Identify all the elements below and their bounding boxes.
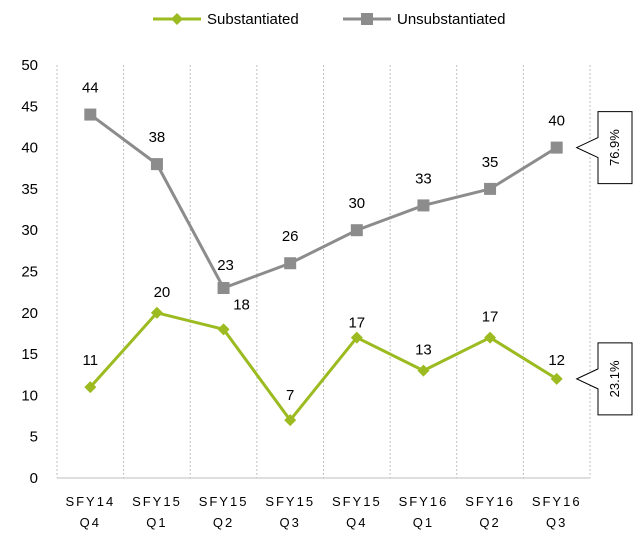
y-tick-label: 50 [21, 57, 38, 74]
substantiated-series-share-label: 23.1% [607, 360, 622, 397]
unsubstantiated-series-data-label: 30 [348, 195, 365, 212]
unsubstantiated-series-point [550, 141, 563, 154]
substantiated-series-data-label: 13 [415, 342, 432, 359]
x-tick-label: SFY15 Q4 [332, 494, 382, 530]
substantiated-series-point [217, 323, 230, 336]
substantiated-series-data-label: 17 [482, 309, 499, 326]
unsubstantiated-series-point [484, 182, 497, 195]
substantiated-series-point [150, 306, 163, 319]
substantiated-series-point [484, 331, 497, 344]
substantiated-series-data-label: 17 [348, 315, 365, 332]
substantiated-series-point [350, 331, 363, 344]
y-tick-label: 10 [21, 387, 38, 404]
legend-label: Unsubstantiated [397, 11, 505, 28]
grid-layer [56, 65, 591, 478]
substantiated-series-data-label: 18 [233, 296, 250, 313]
substantiated-series-data-label: 12 [548, 352, 565, 369]
callout-layer: 23.1% 76.9% [575, 111, 633, 416]
unsubstantiated-series-point [217, 282, 230, 295]
y-tick-label: 20 [21, 305, 38, 322]
unsubstantiated-series-point [150, 158, 163, 171]
unsubstantiated-series-point [84, 108, 97, 121]
y-tick-label: 30 [21, 222, 38, 239]
unsubstantiated-series-data-label: 23 [217, 257, 234, 274]
unsubstantiated-series-point [417, 199, 430, 212]
x-tick-label: SFY15 Q2 [199, 494, 249, 530]
x-tick-label: SFY16 Q3 [532, 494, 582, 530]
substantiated-series-point [284, 414, 297, 427]
y-tick-label: 15 [21, 346, 38, 363]
y-tick-label: 35 [21, 181, 38, 198]
unsubstantiated-series-point [284, 257, 297, 270]
substantiated-series-share-callout [575, 342, 633, 416]
substantiated-series-point [84, 381, 97, 394]
legend-swatch-marker [361, 13, 373, 25]
legend-label: Substantiated [207, 11, 299, 28]
unsubstantiated-series-data-label: 40 [548, 113, 565, 130]
unsubstantiated-series-data-label: 35 [482, 154, 499, 171]
unsubstantiated-series-line [89, 113, 558, 290]
substantiated-series-data-label: 11 [83, 352, 99, 369]
substantiated-series-data-label: 7 [286, 387, 294, 404]
legend-swatch-marker [171, 13, 183, 25]
x-tick-label: SFY14 Q4 [65, 494, 115, 530]
substantiated-series-line [89, 311, 558, 422]
y-tick-label: 5 [30, 429, 38, 446]
unsubstantiated-series-share-label: 76.9% [607, 129, 622, 166]
series-layer [84, 108, 563, 427]
substantiated-series-point [550, 372, 563, 385]
x-tick-label: SFY16 Q1 [399, 494, 449, 530]
label-layer: 11 20 18 7 17 13 17 12 44 38 23 26 30 33 35 40 [82, 80, 565, 405]
x-tick-label: SFY15 Q3 [265, 494, 315, 530]
legend: Substantiated Unsubstantiated [153, 11, 505, 28]
substantiated-series-data-label: 20 [154, 284, 171, 301]
axis-layer: 0 5 10 15 20 25 30 35 40 45 50 SFY14 Q4 SFY15 Q1 SFY15 Q… [21, 57, 590, 530]
y-tick-label: 0 [30, 470, 38, 487]
unsubstantiated-series-point [350, 224, 363, 237]
y-tick-label: 40 [21, 140, 38, 157]
unsubstantiated-series-data-label: 38 [149, 129, 166, 146]
unsubstantiated-series-data-label: 44 [82, 80, 99, 97]
unsubstantiated-series-share-callout [575, 111, 633, 185]
substantiated-series-point [417, 364, 430, 377]
legend-item-unsubstantiated: Unsubstantiated [343, 11, 505, 28]
legend-item-substantiated: Substantiated [153, 11, 299, 28]
y-tick-label: 45 [21, 98, 38, 115]
x-tick-label: SFY16 Q2 [465, 494, 515, 530]
unsubstantiated-series-data-label: 26 [282, 228, 299, 245]
x-tick-label: SFY15 Q1 [132, 494, 182, 530]
unsubstantiated-series-data-label: 33 [415, 170, 432, 187]
y-tick-label: 25 [21, 264, 38, 281]
